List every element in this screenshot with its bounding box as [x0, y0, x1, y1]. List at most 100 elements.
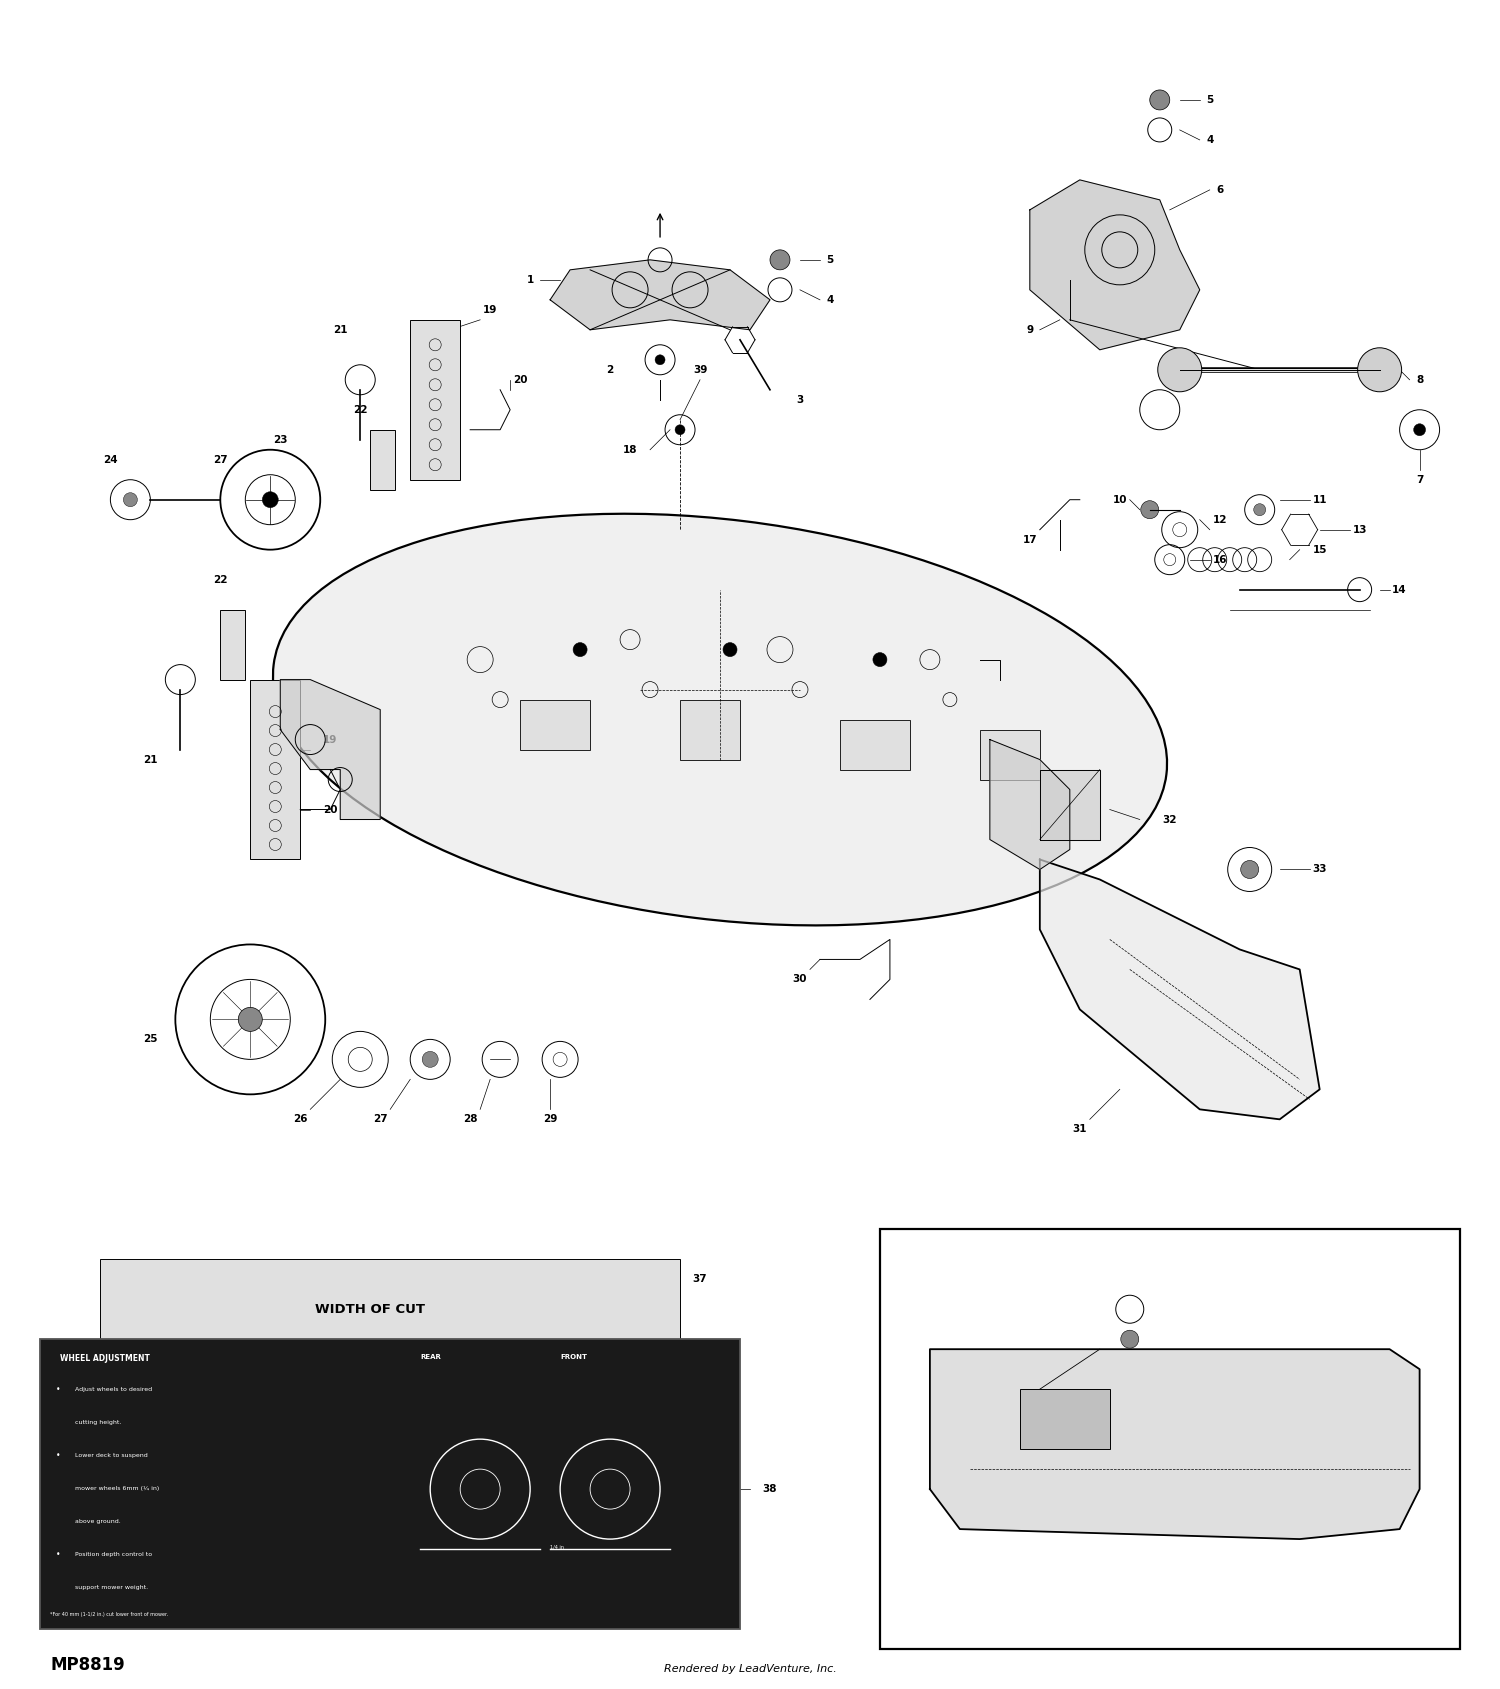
Text: 10: 10 [1113, 495, 1126, 505]
Text: mower wheels 6mm (¼ in): mower wheels 6mm (¼ in) [75, 1486, 159, 1491]
Text: Lower deck to suspend: Lower deck to suspend [75, 1453, 148, 1458]
Polygon shape [930, 1350, 1419, 1539]
Polygon shape [1040, 860, 1320, 1120]
Text: cutting height.: cutting height. [75, 1420, 122, 1424]
Bar [680, 699, 740, 760]
Text: LEADVENTURE: LEADVENTURE [614, 843, 886, 877]
Text: 3: 3 [796, 395, 804, 405]
Text: 28: 28 [464, 1115, 477, 1125]
Circle shape [123, 493, 138, 507]
Text: 21: 21 [142, 755, 158, 765]
Polygon shape [1040, 770, 1100, 839]
Text: 26: 26 [292, 1115, 308, 1125]
Text: 1/4 in: 1/4 in [550, 1544, 564, 1549]
Text: Adjust wheels to desired: Adjust wheels to desired [75, 1387, 153, 1392]
Text: Rendered by LeadVenture, Inc.: Rendered by LeadVenture, Inc. [663, 1664, 837, 1674]
Text: REAR: REAR [420, 1355, 441, 1360]
Text: 32: 32 [1162, 814, 1178, 824]
Text: 38: 38 [762, 1485, 777, 1495]
Bar [520, 699, 590, 750]
Bar [980, 730, 1040, 780]
Text: 31: 31 [1072, 1125, 1088, 1135]
Text: 5: 5 [1206, 95, 1214, 105]
Circle shape [238, 1007, 262, 1032]
Text: 36: 36 [892, 1554, 908, 1564]
Text: 6: 6 [1216, 184, 1224, 194]
Text: *For 40 mm (1-1/2 in.) cut lower front of mower.: *For 40 mm (1-1/2 in.) cut lower front o… [51, 1611, 168, 1616]
Text: 1: 1 [526, 275, 534, 285]
Ellipse shape [273, 513, 1167, 926]
Text: 24: 24 [104, 454, 117, 464]
Text: 19: 19 [483, 304, 498, 314]
Text: 16: 16 [1212, 554, 1227, 564]
Circle shape [1240, 860, 1258, 878]
Text: FRONT: FRONT [560, 1355, 586, 1360]
Circle shape [262, 491, 279, 508]
Text: 4: 4 [827, 296, 834, 304]
Circle shape [1150, 90, 1170, 110]
Text: 34: 34 [1212, 1304, 1227, 1314]
Circle shape [723, 642, 736, 657]
Text: 17: 17 [1023, 535, 1036, 544]
Text: 35: 35 [993, 1314, 1006, 1324]
Text: 22: 22 [213, 574, 228, 584]
Circle shape [656, 355, 664, 365]
Text: 27: 27 [213, 454, 228, 464]
Text: 20: 20 [322, 804, 338, 814]
Bar [220, 610, 246, 679]
Circle shape [1254, 503, 1266, 515]
Text: above ground.: above ground. [75, 1518, 122, 1523]
Circle shape [873, 652, 886, 667]
Text: 30: 30 [792, 975, 807, 985]
Text: 12: 12 [1212, 515, 1227, 525]
Text: 8: 8 [1416, 375, 1424, 385]
Text: 13: 13 [1353, 525, 1366, 535]
Text: 14: 14 [1392, 584, 1407, 595]
Circle shape [1142, 500, 1160, 519]
Polygon shape [1030, 181, 1200, 350]
Polygon shape [990, 740, 1070, 870]
Circle shape [573, 642, 586, 657]
Text: •: • [56, 1549, 60, 1559]
Circle shape [1413, 424, 1425, 436]
Text: 33: 33 [1312, 865, 1328, 875]
Text: 18: 18 [622, 444, 638, 454]
Text: 5: 5 [827, 255, 834, 265]
Circle shape [1158, 348, 1202, 392]
Text: •: • [56, 1451, 60, 1459]
Text: 7: 7 [1416, 475, 1424, 485]
Bar [251, 679, 300, 860]
Text: 15: 15 [1312, 544, 1328, 554]
Bar [40, 1339, 740, 1628]
Bar [1020, 1388, 1110, 1449]
Bar [840, 720, 910, 770]
Bar [410, 319, 460, 480]
Text: 9: 9 [1026, 324, 1033, 334]
Circle shape [422, 1051, 438, 1067]
Text: support mower weight.: support mower weight. [75, 1584, 148, 1589]
Text: 29: 29 [543, 1115, 558, 1125]
Text: •: • [56, 1385, 60, 1393]
Text: 25: 25 [142, 1034, 158, 1044]
Bar [370, 429, 394, 490]
Text: 11: 11 [1312, 495, 1328, 505]
Text: 19: 19 [322, 735, 338, 745]
Circle shape [1358, 348, 1401, 392]
Text: MP8819: MP8819 [51, 1655, 124, 1674]
Text: 37: 37 [693, 1274, 708, 1284]
Circle shape [675, 424, 686, 434]
Bar [880, 1230, 1460, 1648]
Text: 20: 20 [513, 375, 528, 385]
Text: 23: 23 [273, 434, 288, 444]
Circle shape [770, 250, 790, 270]
Polygon shape [550, 260, 770, 329]
Text: 22: 22 [352, 405, 368, 415]
Text: WIDTH OF CUT: WIDTH OF CUT [315, 1302, 424, 1316]
Bar [100, 1260, 680, 1360]
Text: 21: 21 [333, 324, 348, 334]
Text: 27: 27 [374, 1115, 387, 1125]
Text: Position depth control to: Position depth control to [75, 1552, 153, 1557]
Polygon shape [280, 679, 380, 819]
Text: 39: 39 [693, 365, 706, 375]
Text: WHEEL ADJUSTMENT: WHEEL ADJUSTMENT [60, 1355, 150, 1363]
